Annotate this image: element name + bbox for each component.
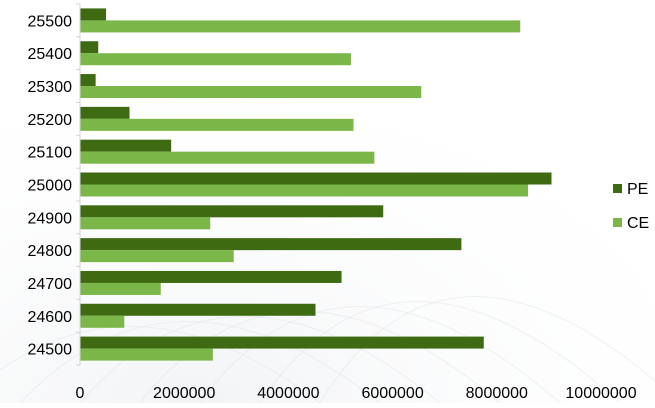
- y-tick-label: 25100: [28, 145, 73, 162]
- bar-pe-24700: [80, 270, 342, 283]
- y-tick-label: 24900: [28, 210, 73, 227]
- y-tick-label: 25200: [28, 112, 73, 129]
- background-curve: [319, 296, 655, 404]
- legend-label-pe: PE: [627, 181, 648, 198]
- bar-ce-25200: [80, 118, 354, 131]
- bar-ce-25300: [80, 86, 422, 99]
- bar-pe-25200: [80, 106, 130, 119]
- bar-ce-24500: [80, 348, 213, 361]
- bar-pe-25400: [80, 41, 99, 54]
- x-tick-label: 0: [76, 385, 85, 402]
- bar-ce-25400: [80, 53, 351, 66]
- bar-pe-25100: [80, 139, 172, 152]
- y-tick-label: 25400: [28, 46, 73, 63]
- y-tick-label: 24500: [28, 342, 73, 359]
- y-tick-label: 25300: [28, 79, 73, 96]
- y-tick-label: 24600: [28, 309, 73, 326]
- bar-pe-24800: [80, 238, 462, 251]
- x-tick-label: 2000000: [153, 385, 215, 402]
- y-tick-label: 25500: [28, 13, 73, 30]
- bar-ce-24700: [80, 282, 161, 295]
- x-tick-label: 4000000: [257, 385, 319, 402]
- axis-group: 25500 25400 25300 25200 25100 25000 24900 24800…: [28, 3, 637, 402]
- background-curve: [19, 321, 381, 404]
- bar-pe-24900: [80, 205, 384, 218]
- y-tick-label: 24800: [28, 243, 73, 260]
- bars-group: [80, 8, 552, 361]
- bar-pe-24600: [80, 303, 316, 316]
- background-curve: [0, 326, 321, 404]
- legend-swatch-pe: [613, 184, 622, 193]
- legend: PE CE: [613, 181, 649, 232]
- background-curve: [79, 316, 441, 404]
- bar-ce-25000: [80, 184, 529, 197]
- bar-ce-24800: [80, 250, 234, 263]
- bar-ce-25500: [80, 20, 521, 33]
- y-tick-label: 25000: [28, 178, 73, 195]
- y-tick-label: 24700: [28, 276, 73, 293]
- bar-pe-25300: [80, 74, 96, 87]
- legend-swatch-ce: [613, 218, 622, 227]
- x-tick-label: 6000000: [361, 385, 423, 402]
- background-curve: [259, 301, 621, 404]
- bar-ce-24900: [80, 217, 211, 230]
- background-curve: [199, 306, 561, 404]
- bar-ce-25100: [80, 151, 375, 164]
- bar-ce-24600: [80, 315, 125, 328]
- x-tick-label: 10000000: [565, 385, 636, 402]
- legend-label-ce: CE: [627, 215, 649, 232]
- bar-pe-25000: [80, 172, 552, 185]
- bar-pe-25500: [80, 8, 107, 21]
- bar-pe-24500: [80, 336, 484, 349]
- x-tick-label: 8000000: [466, 385, 528, 402]
